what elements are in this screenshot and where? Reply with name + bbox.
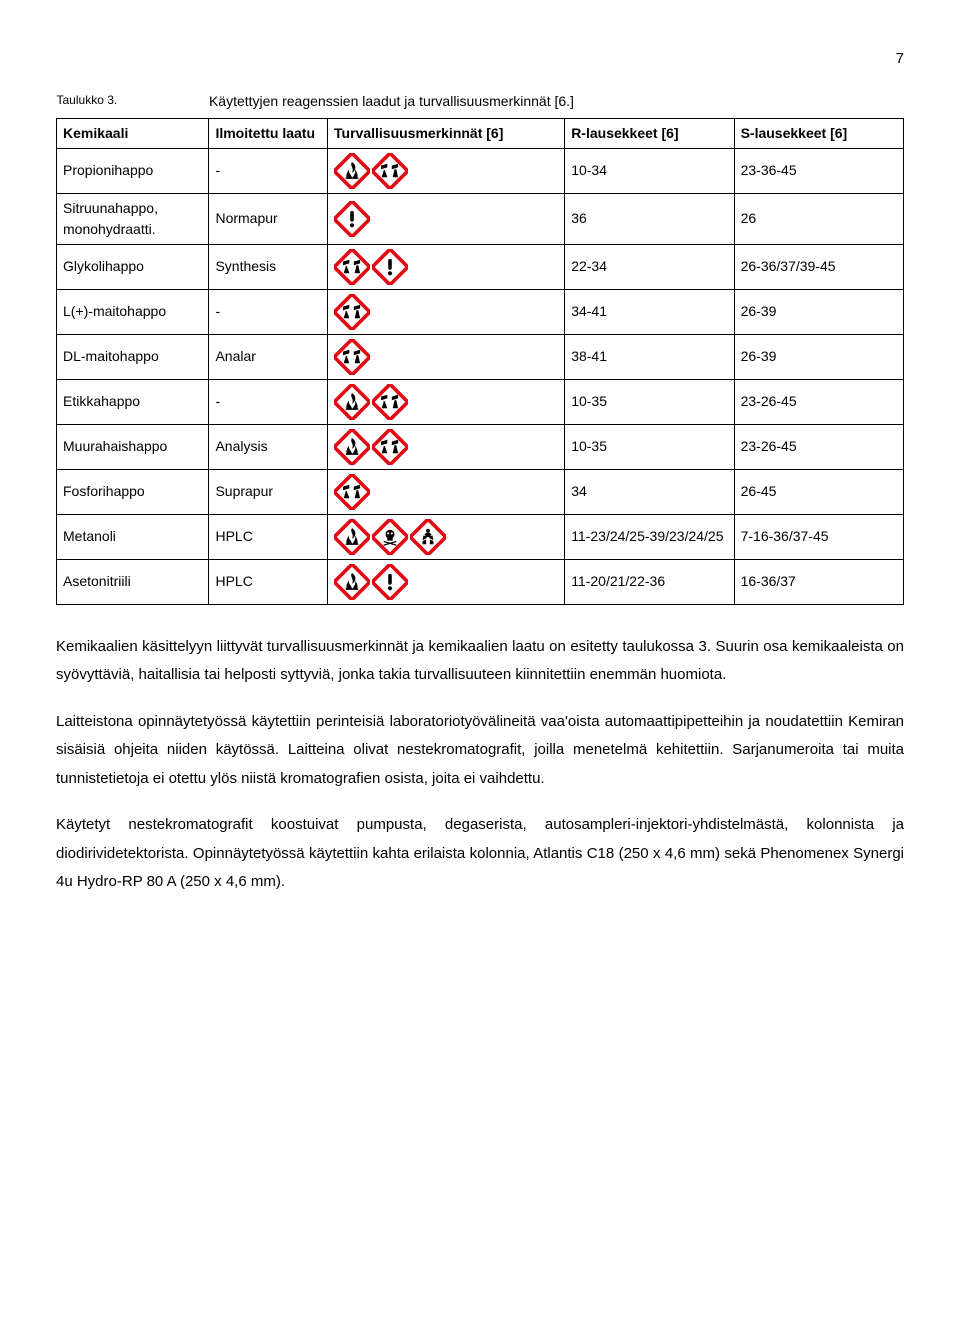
cell-pictograms — [328, 193, 565, 244]
page-number: 7 — [56, 48, 904, 71]
cell-chemical: Asetonitriili — [57, 559, 209, 604]
exclaim-icon — [372, 249, 408, 285]
cell-pictograms — [328, 148, 565, 193]
table-row: MetanoliHPLC 11-23/24/25-39/23/24/257-16-… — [57, 514, 904, 559]
table-row: Etikkahappo- 10-3523-26-45 — [57, 379, 904, 424]
skull-icon — [372, 519, 408, 555]
corrosion-icon — [334, 474, 370, 510]
corrosion-icon — [372, 384, 408, 420]
cell-pictograms — [328, 559, 565, 604]
exclaim-icon — [334, 201, 370, 237]
cell-grade: HPLC — [209, 514, 328, 559]
cell-pictograms — [328, 289, 565, 334]
cell-r-phrase: 11-20/21/22-36 — [565, 559, 734, 604]
cell-r-phrase: 34 — [565, 469, 734, 514]
table-row: Sitruunahappo, monohydraatti.Normapur 362… — [57, 193, 904, 244]
cell-s-phrase: 23-26-45 — [734, 424, 903, 469]
flame-icon — [334, 429, 370, 465]
health-icon — [410, 519, 446, 555]
cell-grade: HPLC — [209, 559, 328, 604]
cell-chemical: Etikkahappo — [57, 379, 209, 424]
header-s-phrases: S-lausekkeet [6] — [734, 118, 903, 148]
cell-s-phrase: 23-26-45 — [734, 379, 903, 424]
cell-r-phrase: 10-35 — [565, 379, 734, 424]
cell-grade: - — [209, 379, 328, 424]
cell-s-phrase: 16-36/37 — [734, 559, 903, 604]
cell-pictograms — [328, 424, 565, 469]
cell-grade: Synthesis — [209, 244, 328, 289]
cell-grade: - — [209, 289, 328, 334]
body-paragraph-1: Kemikaalien käsittelyyn liittyvät turval… — [56, 633, 904, 690]
cell-grade: Suprapur — [209, 469, 328, 514]
corrosion-icon — [334, 294, 370, 330]
cell-chemical: Sitruunahappo, monohydraatti. — [57, 193, 209, 244]
cell-pictograms — [328, 334, 565, 379]
cell-s-phrase: 23-36-45 — [734, 148, 903, 193]
cell-chemical: Glykolihappo — [57, 244, 209, 289]
table-row: AsetonitriiliHPLC 11-20/21/22-3616-36/37 — [57, 559, 904, 604]
table-row: FosforihappoSuprapur 3426-45 — [57, 469, 904, 514]
cell-s-phrase: 7-16-36/37-45 — [734, 514, 903, 559]
body-paragraph-2: Laitteistona opinnäytetyössä käytettiin … — [56, 708, 904, 794]
table-header-row: Kemikaali Ilmoitettu laatu Turvallisuusm… — [57, 118, 904, 148]
cell-r-phrase: 11-23/24/25-39/23/24/25 — [565, 514, 734, 559]
cell-r-phrase: 34-41 — [565, 289, 734, 334]
cell-s-phrase: 26-45 — [734, 469, 903, 514]
header-r-phrases: R-lausekkeet [6] — [565, 118, 734, 148]
cell-pictograms — [328, 244, 565, 289]
reagent-table-wrapper: Taulukko 3. Käytettyjen reagenssien laad… — [56, 89, 904, 605]
caption-text: Käytettyjen reagenssien laadut ja turval… — [209, 89, 904, 119]
cell-r-phrase: 22-34 — [565, 244, 734, 289]
body-paragraph-3: Käytetyt nestekromatografit koostuivat p… — [56, 811, 904, 897]
cell-chemical: Muurahaishappo — [57, 424, 209, 469]
cell-chemical: DL-maitohappo — [57, 334, 209, 379]
flame-icon — [334, 384, 370, 420]
header-chemical: Kemikaali — [57, 118, 209, 148]
cell-s-phrase: 26-39 — [734, 289, 903, 334]
corrosion-icon — [334, 249, 370, 285]
table-caption-row: Taulukko 3. Käytettyjen reagenssien laad… — [57, 89, 904, 119]
flame-icon — [334, 519, 370, 555]
cell-r-phrase: 10-34 — [565, 148, 734, 193]
cell-r-phrase: 36 — [565, 193, 734, 244]
cell-grade: Analar — [209, 334, 328, 379]
table-row: DL-maitohappoAnalar 38-4126-39 — [57, 334, 904, 379]
cell-pictograms — [328, 469, 565, 514]
flame-icon — [334, 564, 370, 600]
flame-icon — [334, 153, 370, 189]
cell-s-phrase: 26-39 — [734, 334, 903, 379]
cell-chemical: Fosforihappo — [57, 469, 209, 514]
table-row: L(+)-maitohappo- 34-4126-39 — [57, 289, 904, 334]
cell-grade: Analysis — [209, 424, 328, 469]
cell-chemical: Propionihappo — [57, 148, 209, 193]
cell-r-phrase: 10-35 — [565, 424, 734, 469]
cell-s-phrase: 26-36/37/39-45 — [734, 244, 903, 289]
corrosion-icon — [372, 153, 408, 189]
corrosion-icon — [334, 339, 370, 375]
table-row: MuurahaishappoAnalysis 10-3523-26-45 — [57, 424, 904, 469]
cell-grade: Normapur — [209, 193, 328, 244]
cell-chemical: Metanoli — [57, 514, 209, 559]
header-pictograms: Turvallisuusmerkinnät [6] — [328, 118, 565, 148]
table-row: Propionihappo- 10-3423-36-45 — [57, 148, 904, 193]
cell-pictograms — [328, 514, 565, 559]
cell-pictograms — [328, 379, 565, 424]
table-row: GlykolihappoSynthesis 22-3426-36/37/39-45 — [57, 244, 904, 289]
cell-r-phrase: 38-41 — [565, 334, 734, 379]
cell-s-phrase: 26 — [734, 193, 903, 244]
header-grade: Ilmoitettu laatu — [209, 118, 328, 148]
cell-grade: - — [209, 148, 328, 193]
corrosion-icon — [372, 429, 408, 465]
exclaim-icon — [372, 564, 408, 600]
caption-label: Taulukko 3. — [57, 89, 209, 119]
reagent-table: Taulukko 3. Käytettyjen reagenssien laad… — [56, 89, 904, 605]
cell-chemical: L(+)-maitohappo — [57, 289, 209, 334]
